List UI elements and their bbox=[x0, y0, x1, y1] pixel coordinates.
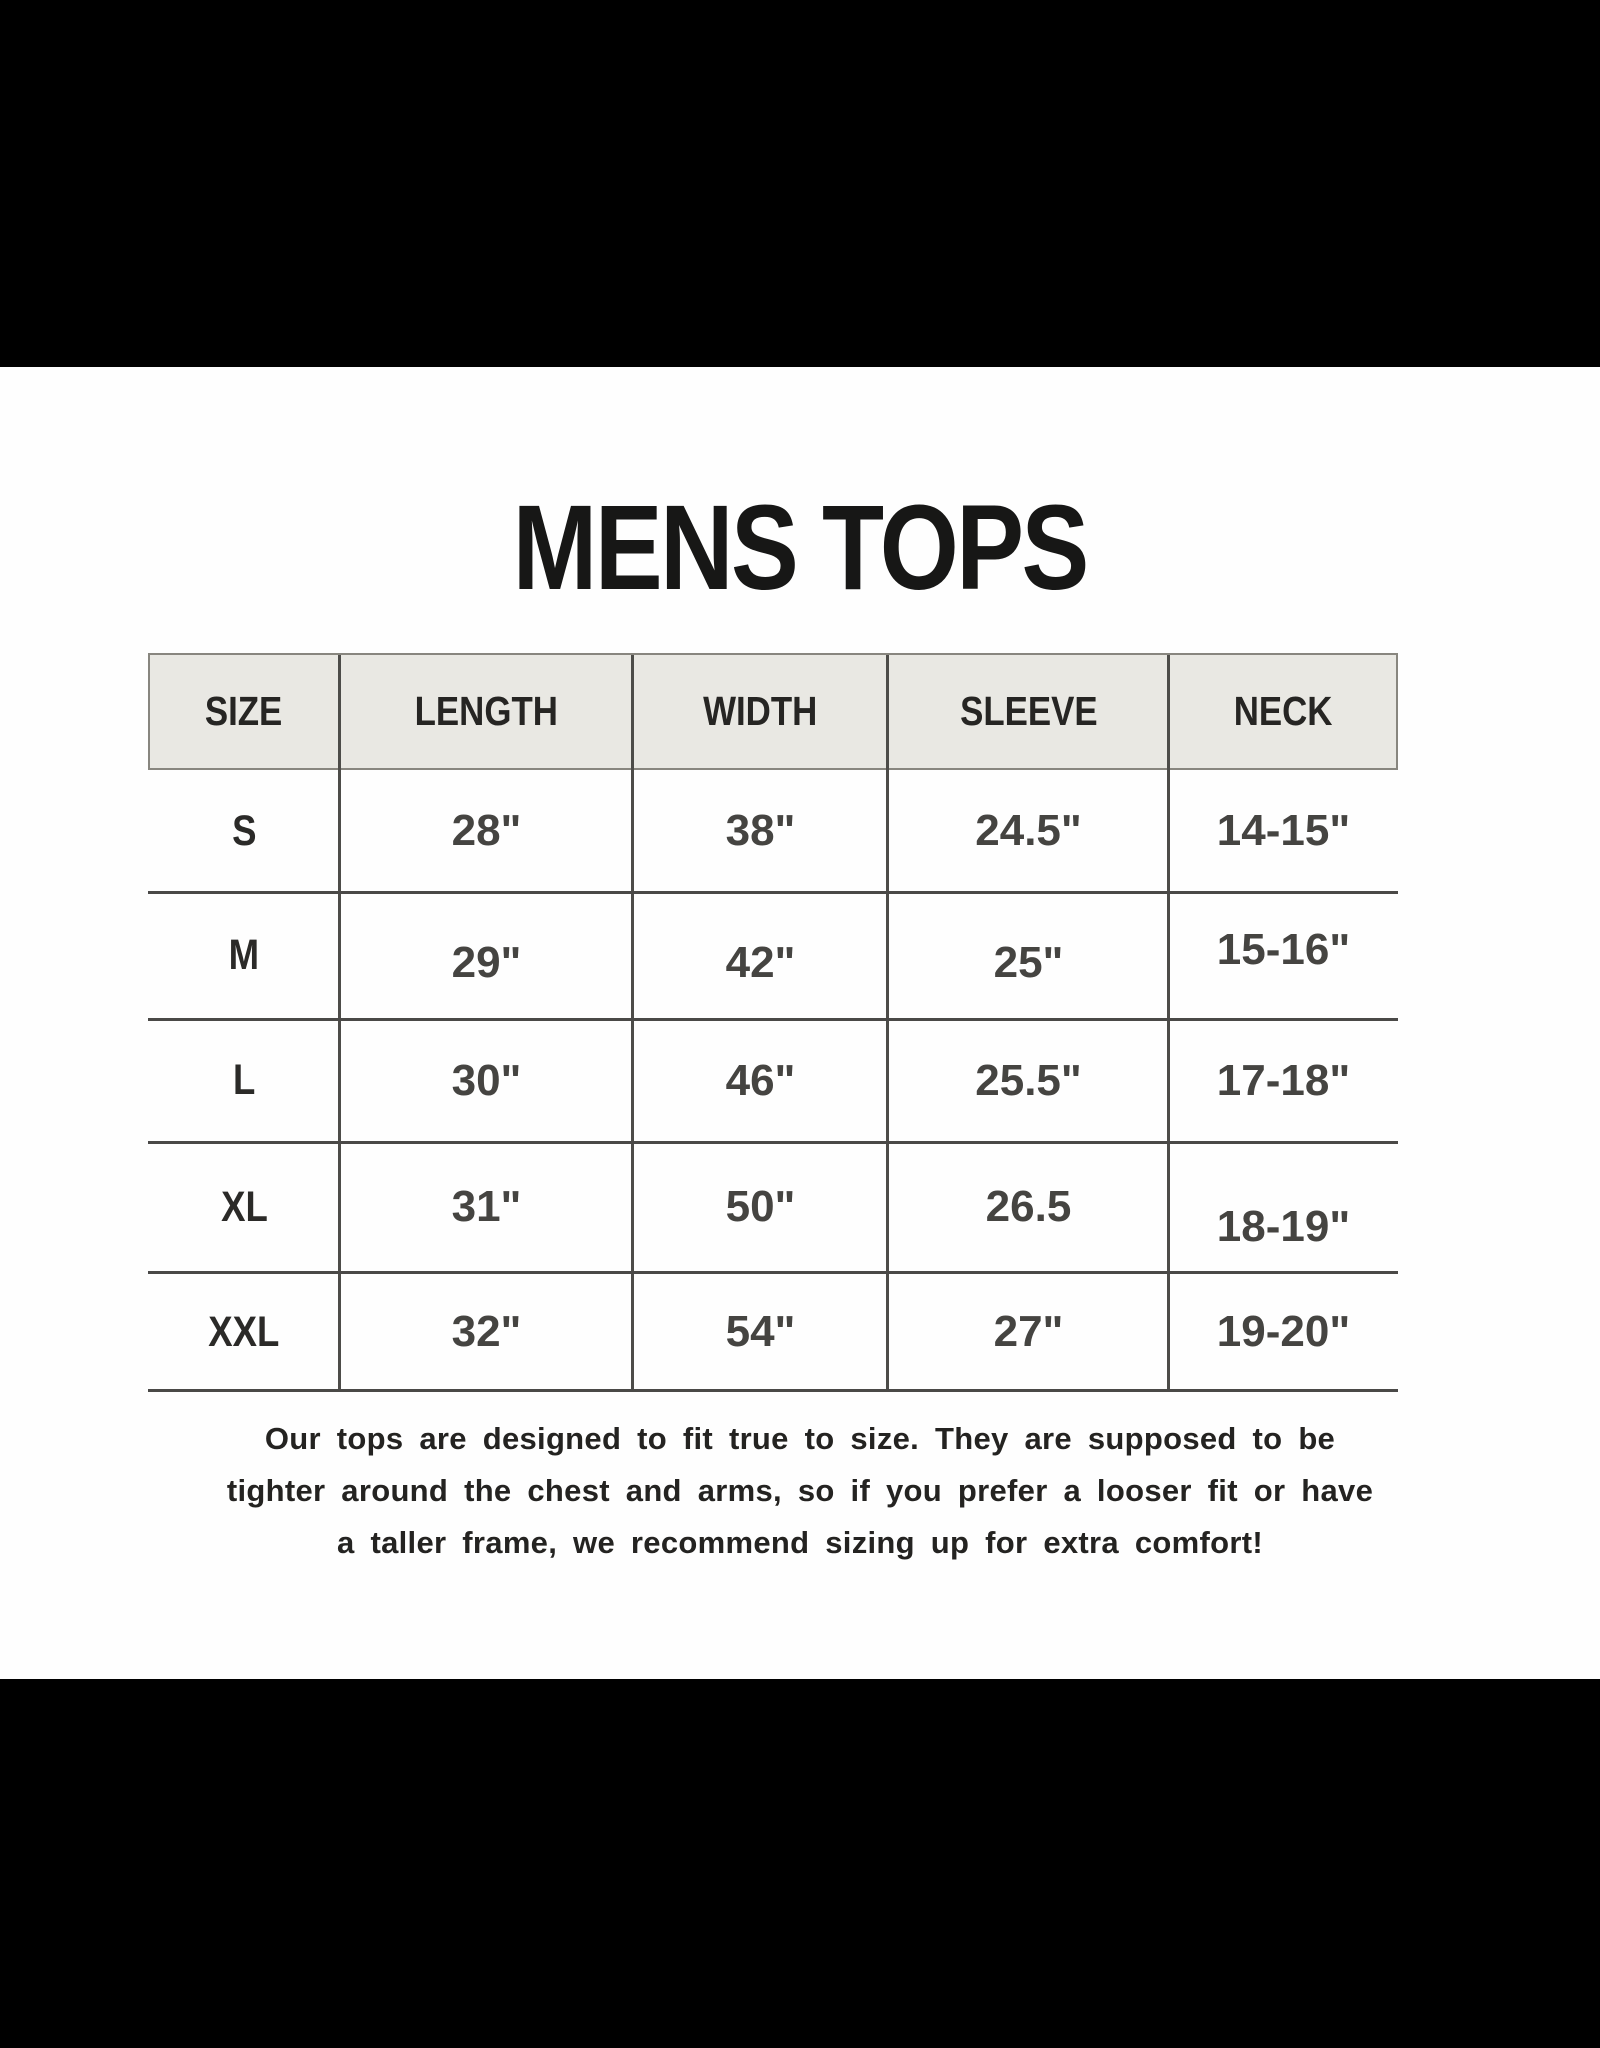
column-header-size: SIZE bbox=[148, 653, 340, 770]
row-xxl-width-value: 54" bbox=[725, 1307, 796, 1356]
row-xl-neck-value: 18-19" bbox=[1216, 1202, 1351, 1251]
row-l-width-value: 46" bbox=[725, 1055, 796, 1105]
row-xl-length-value: 31" bbox=[451, 1182, 522, 1231]
row-s-neck-value: 14-15" bbox=[1216, 806, 1351, 855]
fit-note-line-1: Our tops are designed to fit true to siz… bbox=[264, 1421, 1336, 1456]
row-m-width-value: 42" bbox=[725, 937, 796, 987]
row-separator-line bbox=[148, 1141, 1398, 1144]
column-header-length: LENGTH bbox=[340, 653, 633, 770]
column-header-sleeve-text: SLEEVE bbox=[959, 688, 1098, 734]
row-l-size-text: L bbox=[232, 1056, 256, 1104]
row-xxl-sleeve-value: 27" bbox=[993, 1307, 1064, 1356]
row-m-length-value: 29" bbox=[451, 937, 522, 987]
row-m-size-label: M bbox=[148, 892, 340, 1019]
row-s-size-text: S bbox=[231, 806, 257, 855]
column-header-width-text: WIDTH bbox=[703, 688, 818, 734]
header-row-background bbox=[148, 653, 1398, 770]
row-xl-width-value: 50" bbox=[725, 1182, 796, 1231]
row-m-neck-value: 15-16" bbox=[1216, 924, 1351, 974]
column-header-neck-text: NECK bbox=[1234, 688, 1333, 734]
fit-note-line-2: tighter around the chest and arms, so if… bbox=[226, 1473, 1374, 1508]
fit-note-line-3: a taller frame, we recommend sizing up f… bbox=[337, 1525, 1263, 1560]
row-xxl-size-text: XXL bbox=[208, 1307, 280, 1356]
row-separator-line bbox=[148, 1271, 1398, 1274]
column-header-neck: NECK bbox=[1169, 653, 1398, 770]
row-m-sleeve-value: 25" bbox=[993, 937, 1064, 987]
content-panel: MENS TOPS SIZE LENGTH WIDTH SLEEVE NECK … bbox=[0, 367, 1600, 1679]
row-xl-sleeve-value: 26.5 bbox=[985, 1182, 1072, 1231]
row-s-length-value: 28" bbox=[451, 806, 522, 855]
row-l-neck-value: 17-18" bbox=[1216, 1055, 1351, 1105]
row-l-sleeve-value: 25.5" bbox=[975, 1055, 1082, 1105]
row-s-size-label: S bbox=[148, 770, 340, 892]
column-header-length-text: LENGTH bbox=[414, 688, 559, 734]
column-divider-line bbox=[338, 655, 341, 1392]
page-title: MENS TOPS bbox=[0, 479, 1600, 615]
size-chart-table: SIZE LENGTH WIDTH SLEEVE NECK S 28" 38" … bbox=[148, 653, 1398, 1392]
row-separator-line bbox=[148, 891, 1398, 894]
column-header-sleeve: SLEEVE bbox=[888, 653, 1169, 770]
row-s-width-value: 38" bbox=[725, 806, 796, 855]
row-l-length-value: 30" bbox=[451, 1055, 522, 1105]
row-xl-size-text: XL bbox=[220, 1182, 268, 1231]
fit-note: Our tops are designed to fit true to siz… bbox=[0, 1413, 1600, 1569]
page-title-text: MENS TOPS bbox=[512, 479, 1090, 615]
row-xxl-length-value: 32" bbox=[451, 1307, 522, 1356]
row-xl-size-label: XL bbox=[148, 1142, 340, 1272]
row-separator-line bbox=[148, 1018, 1398, 1021]
row-xxl-size-label: XXL bbox=[148, 1272, 340, 1392]
column-header-size-text: SIZE bbox=[205, 688, 283, 734]
row-xxl-neck-value: 19-20" bbox=[1216, 1307, 1351, 1356]
row-s-sleeve-value: 24.5" bbox=[975, 806, 1082, 855]
column-divider-line bbox=[631, 655, 634, 1392]
table-bottom-line bbox=[148, 1389, 1398, 1392]
column-divider-line bbox=[886, 655, 889, 1392]
column-header-width: WIDTH bbox=[633, 653, 888, 770]
row-l-size-label: L bbox=[148, 1019, 340, 1142]
row-m-size-text: M bbox=[228, 931, 260, 979]
column-divider-line bbox=[1167, 655, 1170, 1392]
